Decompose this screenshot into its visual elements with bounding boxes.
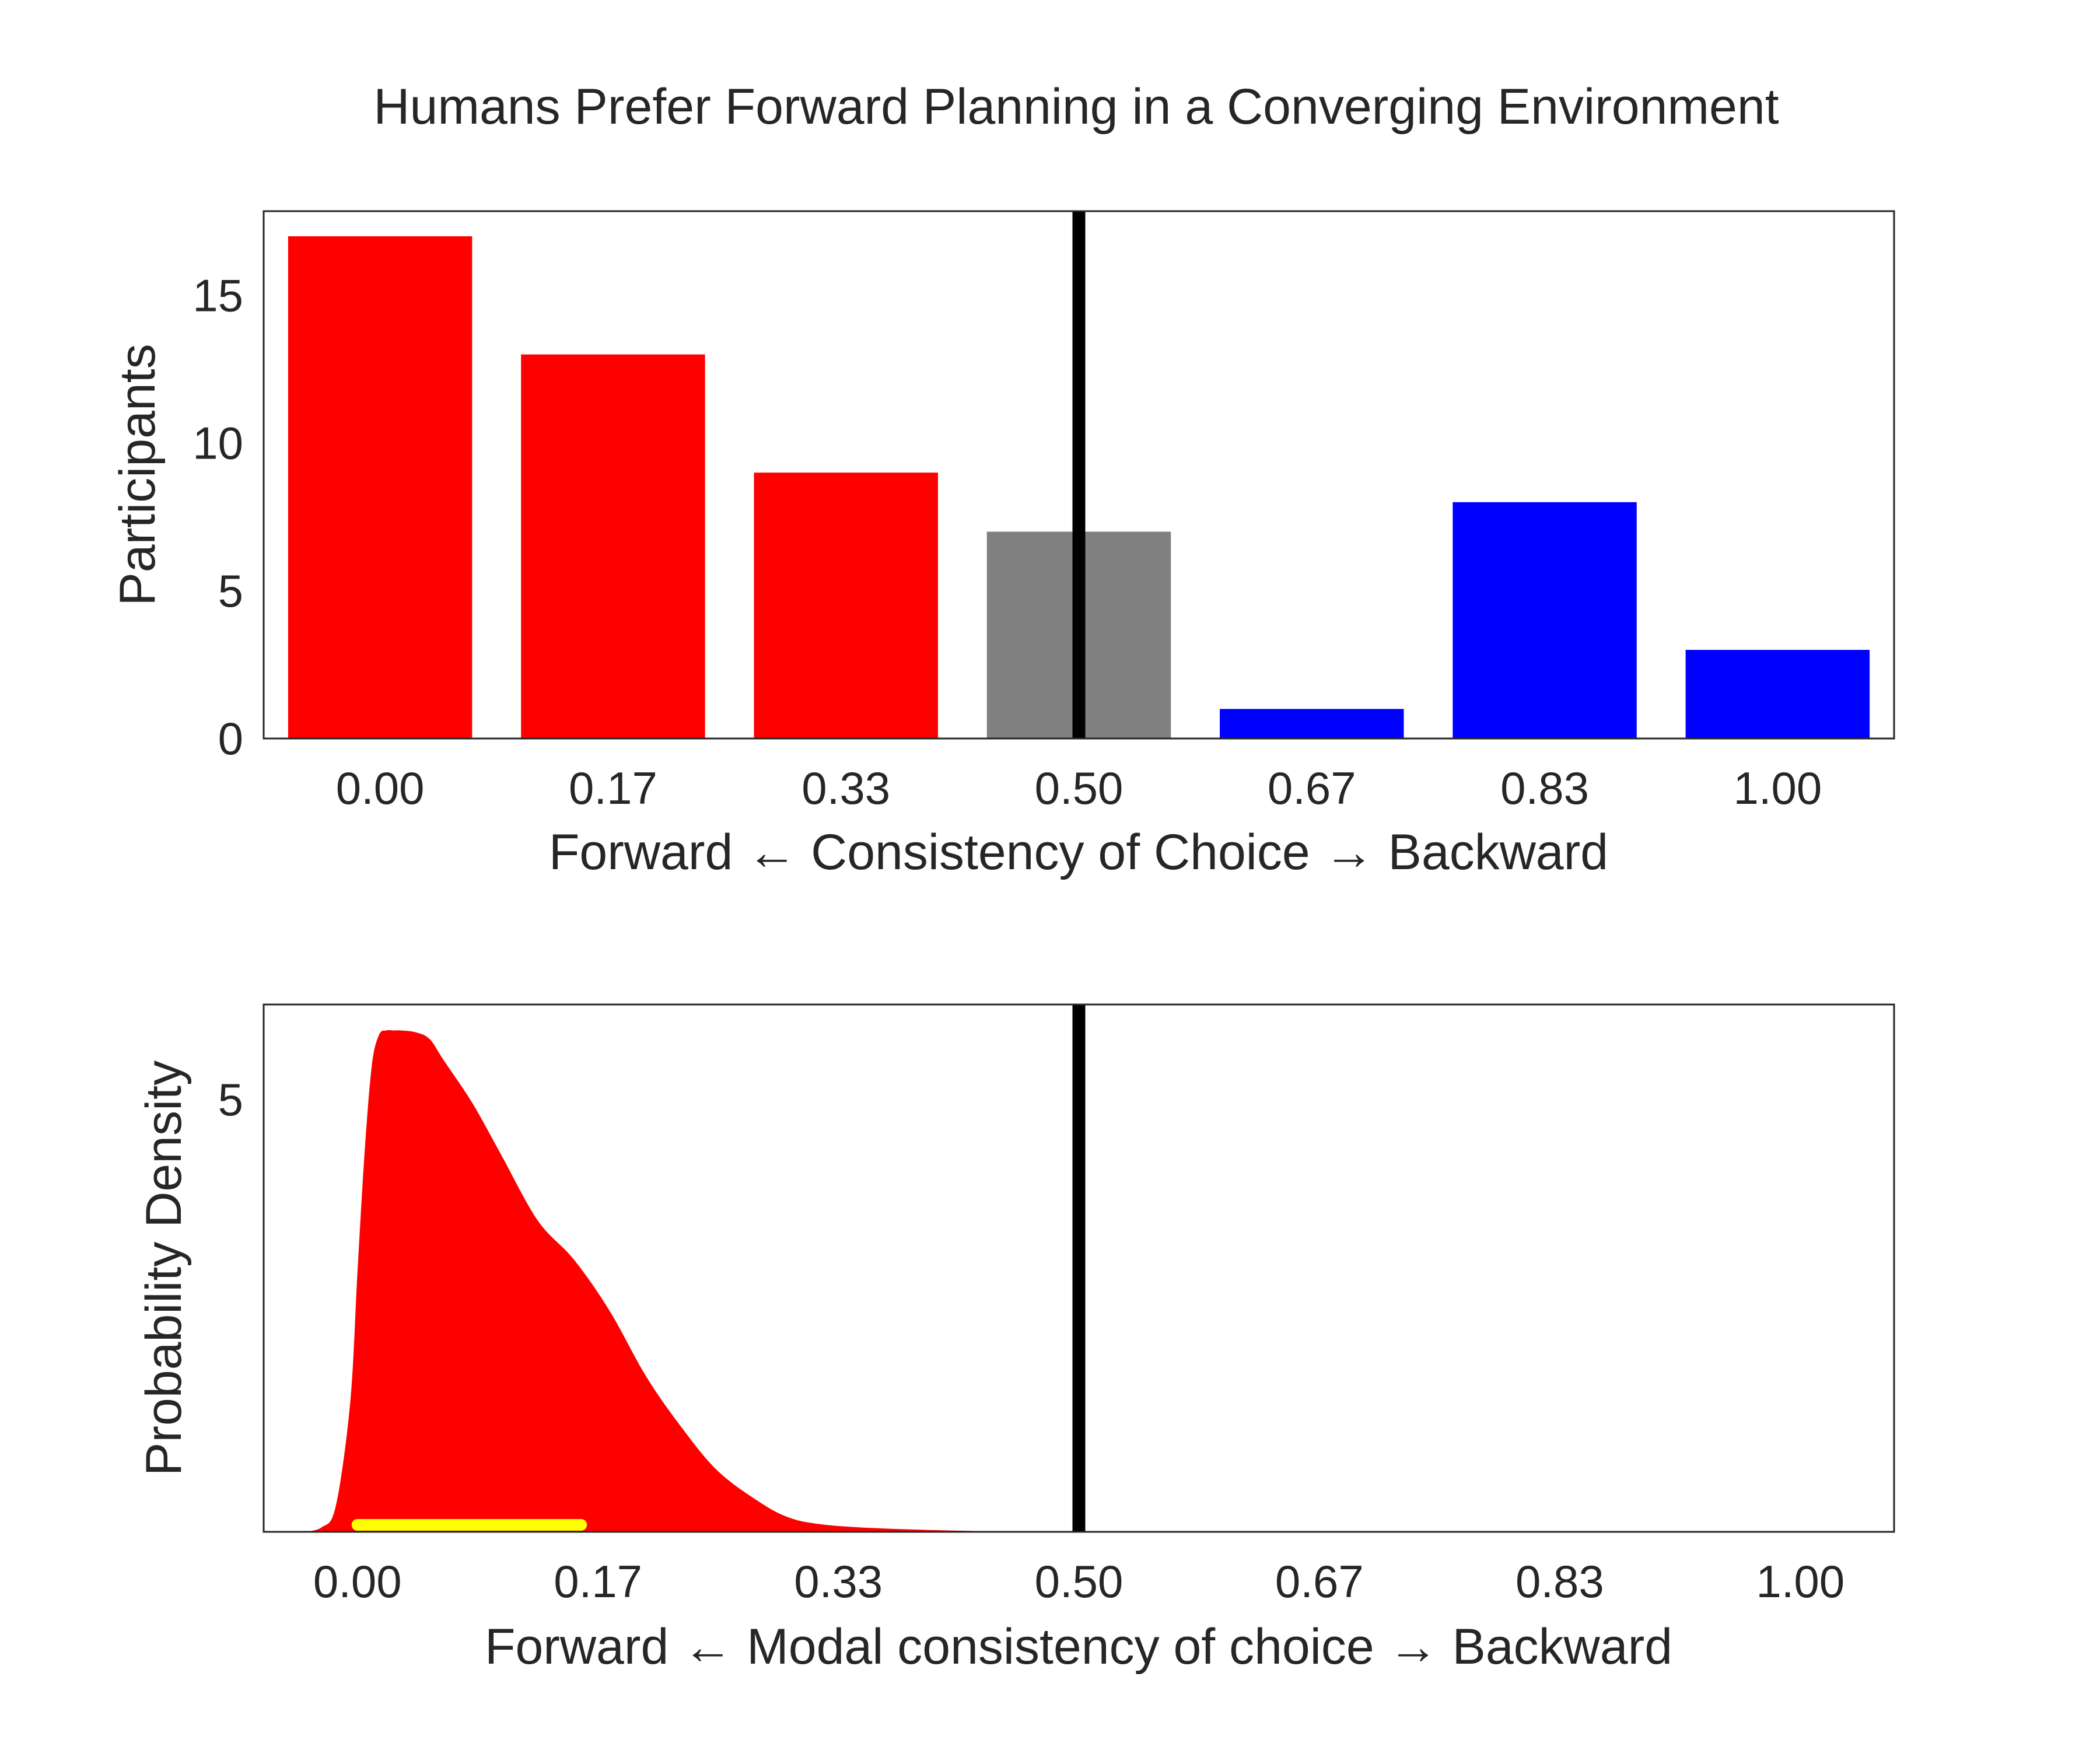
density-chart-panel: 0.00 0.17 0.33 0.50 0.67 0.83 1.00 5 Forward ←…	[136, 1003, 1895, 1675]
bar-x-tick-label: 0.17	[569, 762, 657, 814]
density-x-tick-label: 0.00	[313, 1556, 402, 1607]
bar-0.33	[754, 473, 938, 738]
figure-title: Humans Prefer Forward Planning in a Conv…	[373, 79, 1779, 135]
density-x-tick-label: 0.17	[554, 1556, 642, 1607]
bar-x-tick-label: 0.67	[1268, 762, 1356, 814]
bar-x-tick-labels: 0.00 0.17 0.33 0.50 0.67 0.83 1.00	[336, 762, 1822, 814]
bar-x-tick-label: 1.00	[1733, 762, 1822, 814]
density-y-axis-label: Probability Density	[136, 1060, 192, 1476]
density-x-tick-label: 0.67	[1275, 1556, 1364, 1607]
density-y-tick-label: 5	[218, 1074, 243, 1125]
density-x-tick-label: 0.33	[794, 1556, 883, 1607]
bar-x-tick-label: 0.00	[336, 762, 425, 814]
bar-0.67	[1220, 709, 1404, 738]
bar-x-tick-label: 0.83	[1500, 762, 1589, 814]
bar-x-tick-label: 0.33	[802, 762, 890, 814]
density-x-tick-labels: 0.00 0.17 0.33 0.50 0.67 0.83 1.00	[313, 1556, 1845, 1607]
bar-0.17	[521, 354, 705, 738]
bar-y-tick-label: 15	[192, 270, 243, 321]
bar-1.00	[1685, 650, 1870, 738]
bar-0.00	[288, 236, 473, 738]
density-x-axis-label: Forward ← Modal consistency of choice → …	[485, 1619, 1672, 1675]
bar-y-axis-label: Participants	[110, 344, 166, 606]
density-y-tick-labels: 5	[218, 1074, 243, 1125]
bar-y-tick-label: 0	[218, 713, 243, 764]
density-area	[299, 1030, 1079, 1532]
bar-chart-panel: 0.00 0.17 0.33 0.50 0.67 0.83 1.00 0 5 10 15 Forw…	[110, 210, 1895, 880]
bar-y-tick-labels: 0 5 10 15	[192, 270, 243, 764]
bar-y-tick-label: 10	[192, 418, 243, 469]
bar-x-axis-label: Forward ← Consistency of Choice → Backwa…	[549, 824, 1608, 880]
bar-plot-frame	[262, 210, 1895, 740]
density-x-tick-label: 0.83	[1516, 1556, 1604, 1607]
density-x-tick-label: 0.50	[1035, 1556, 1124, 1607]
density-plot-frame	[262, 1003, 1895, 1533]
bar-0.83	[1452, 502, 1637, 738]
density-x-tick-label: 1.00	[1756, 1556, 1845, 1607]
bar-y-tick-label: 5	[218, 565, 243, 617]
bar-x-tick-label: 0.50	[1035, 762, 1124, 814]
